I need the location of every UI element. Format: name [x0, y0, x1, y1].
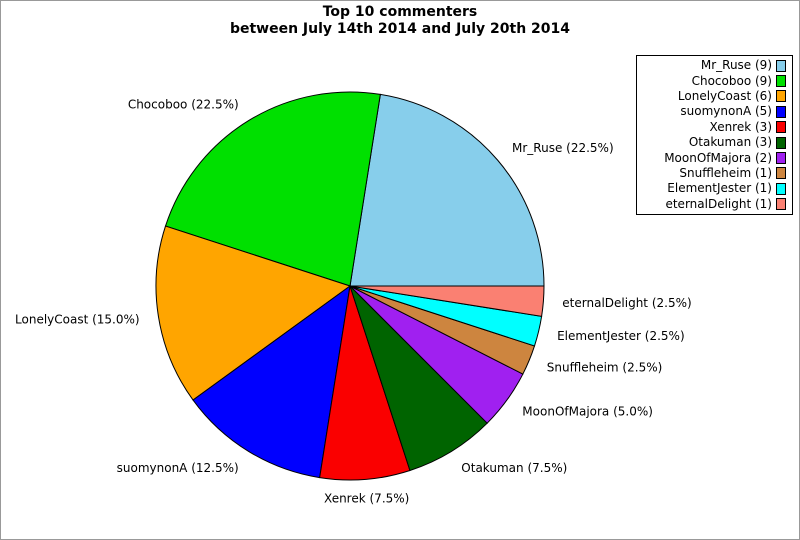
pie-label-LonelyCoast: LonelyCoast (15.0%)	[15, 313, 140, 327]
legend-item-LonelyCoast: LonelyCoast (6)	[639, 89, 786, 104]
legend-item-Mr_Ruse: Mr_Ruse (9)	[639, 58, 786, 73]
legend-item-eternalDelight: eternalDelight (1)	[639, 197, 786, 212]
legend-label-Otakuman: Otakuman (3)	[688, 135, 772, 150]
legend-label-eternalDelight: eternalDelight (1)	[665, 196, 772, 211]
chart-title-line2: between July 14th 2014 and July 20th 201…	[229, 21, 571, 37]
pie-label-suomynonA: suomynonA (12.5%)	[117, 461, 239, 475]
pie-label-Snuffleheim: Snuffleheim (2.5%)	[547, 361, 663, 375]
legend-label-MoonOfMajora: MoonOfMajora (2)	[664, 150, 772, 165]
pie-label-MoonOfMajora: MoonOfMajora (5.0%)	[522, 404, 653, 418]
legend-label-ElementJester: ElementJester (1)	[667, 181, 772, 196]
legend-item-Chocoboo: Chocoboo (9)	[639, 74, 786, 89]
legend: Mr_Ruse (9) Chocoboo (9) LonelyCoast (6) su…	[636, 55, 793, 215]
legend-label-Chocoboo: Chocoboo (9)	[691, 73, 772, 88]
pie-label-Chocoboo: Chocoboo (22.5%)	[128, 98, 239, 112]
pie-label-eternalDelight: eternalDelight (2.5%)	[562, 296, 691, 310]
legend-item-ElementJester: ElementJester (1)	[639, 181, 786, 196]
legend-swatch-ElementJester	[776, 182, 786, 195]
legend-swatch-LonelyCoast	[776, 90, 786, 103]
legend-item-Xenrek: Xenrek (3)	[639, 120, 786, 135]
legend-label-LonelyCoast: LonelyCoast (6)	[677, 88, 772, 103]
legend-swatch-eternalDelight	[776, 198, 786, 211]
legend-item-Snuffleheim: Snuffleheim (1)	[639, 166, 786, 181]
legend-item-suomynonA: suomynonA (5)	[639, 104, 786, 119]
pie-slice-suomynonA	[192, 284, 351, 479]
pie-label-ElementJester: ElementJester (2.5%)	[557, 329, 685, 343]
legend-swatch-Mr_Ruse	[776, 59, 786, 72]
pie-slice-Mr_Ruse	[349, 93, 545, 287]
legend-swatch-suomynonA	[776, 105, 786, 118]
pie-slice-eternalDelight	[349, 285, 545, 317]
legend-swatch-Chocoboo	[776, 75, 786, 88]
legend-label-suomynonA: suomynonA (5)	[680, 104, 772, 119]
legend-label-Xenrek: Xenrek (3)	[709, 119, 772, 134]
legend-label-Mr_Ruse: Mr_Ruse (9)	[700, 58, 772, 73]
pie-label-Xenrek: Xenrek (7.5%)	[324, 492, 409, 506]
pie-label-Mr_Ruse: Mr_Ruse (22.5%)	[512, 141, 614, 155]
legend-swatch-MoonOfMajora	[776, 152, 786, 165]
legend-label-Snuffleheim: Snuffleheim (1)	[679, 165, 772, 180]
pie-slice-LonelyCoast	[155, 225, 352, 401]
chart-title-line1: Top 10 commenters	[322, 4, 478, 20]
legend-swatch-Snuffleheim	[776, 167, 786, 180]
pie-slice-Chocoboo	[164, 91, 381, 287]
pie-label-Otakuman: Otakuman (7.5%)	[461, 461, 567, 475]
chart-title: Top 10 commenters between July 14th 2014…	[1, 4, 799, 38]
legend-item-Otakuman: Otakuman (3)	[639, 135, 786, 150]
legend-swatch-Otakuman	[776, 136, 786, 149]
legend-swatch-Xenrek	[776, 121, 786, 134]
legend-item-MoonOfMajora: MoonOfMajora (2)	[639, 151, 786, 166]
